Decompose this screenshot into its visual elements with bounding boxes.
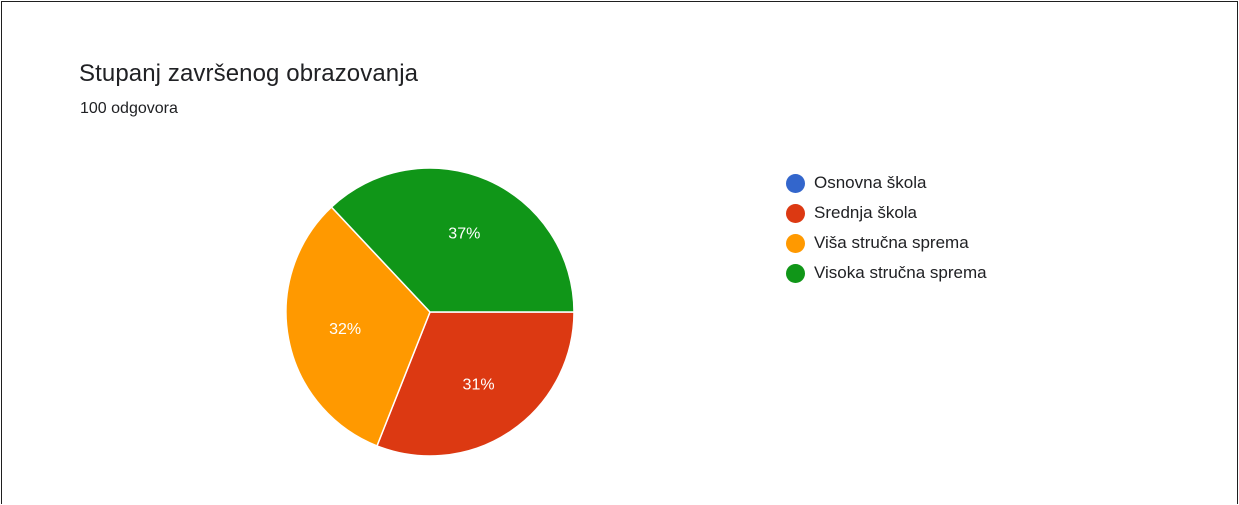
legend-item[interactable]: Osnovna škola [786, 168, 987, 198]
legend-label: Viša stručna sprema [814, 233, 969, 252]
legend-item[interactable]: Visoka stručna sprema [786, 258, 987, 288]
legend-swatch [786, 203, 805, 223]
response-count: 100 odgovora [80, 100, 178, 117]
chart-legend: Osnovna škola Srednja škola Viša stručna s… [786, 168, 987, 288]
pie-slice-4 [330, 167, 575, 313]
legend-label: Osnovna škola [814, 173, 927, 192]
slice-data-label: 31% [463, 376, 495, 393]
legend-swatch [786, 263, 805, 283]
chart-title: Stupanj završenog obrazovanja [79, 60, 419, 87]
slice-data-label: 32% [329, 321, 361, 338]
legend-swatch [786, 173, 805, 193]
legend-item[interactable]: Srednja škola [786, 198, 987, 228]
pie-slice-2 [376, 311, 575, 457]
pie-slice-3 [285, 205, 431, 447]
legend-label: Visoka stručna sprema [814, 263, 987, 282]
legend-label: Srednja škola [814, 203, 918, 222]
legend-item[interactable]: Viša stručna sprema [786, 228, 987, 258]
slice-data-label: 37% [448, 226, 480, 243]
legend-swatch [786, 233, 805, 253]
